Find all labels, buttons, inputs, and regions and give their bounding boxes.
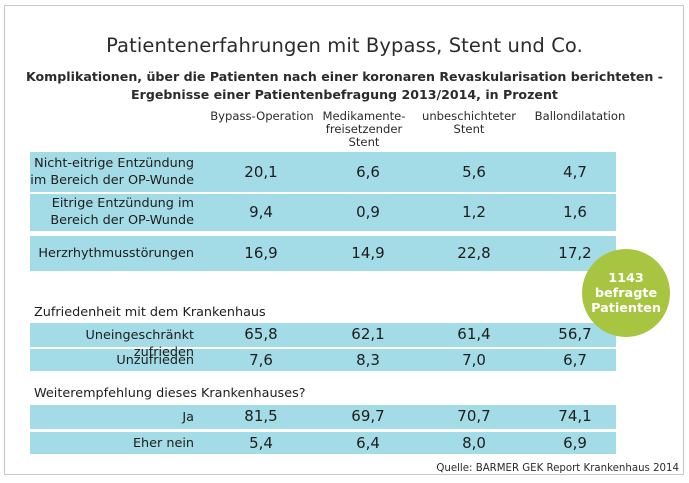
cell-value: 56,7 [558, 325, 592, 343]
cell-value: 7,0 [462, 351, 486, 369]
cell-value: 65,8 [244, 325, 278, 343]
row-band [30, 194, 616, 231]
cell-value: 6,4 [356, 434, 380, 452]
cell-value: 22,8 [457, 244, 491, 262]
row-label-line: Eitrige Entzündung im [51, 196, 194, 211]
cell-value: 20,1 [244, 163, 278, 181]
cell-value: 8,3 [356, 351, 380, 369]
cell-value: 17,2 [558, 244, 592, 262]
cell-value: 1,2 [462, 203, 486, 221]
cell-value: 6,9 [563, 434, 587, 452]
cell-value: 7,6 [249, 351, 273, 369]
cell-value: 61,4 [457, 325, 491, 343]
column-header-drug-eluting-stent: Medikamente- freisetzender Stent [314, 110, 414, 149]
cell-value: 5,6 [462, 163, 486, 181]
row-label-yes: Ja [30, 409, 194, 426]
row-band [30, 349, 616, 371]
chart-subtitle-line-1: Komplikationen, über die Patienten nach … [25, 69, 664, 84]
cell-value: 6,7 [563, 351, 587, 369]
column-header-balloon: Ballondilatation [520, 110, 640, 123]
row-label-line: Unzufrieden [116, 353, 194, 368]
row-label-line: Uneingeschränkt zufrieden [85, 328, 194, 360]
chart-title: Patientenerfahrungen mit Bypass, Stent u… [106, 34, 583, 57]
row-label-line: Eher nein [132, 436, 194, 451]
cell-value: 14,9 [351, 244, 385, 262]
row-label-line: Bereich der OP-Wunde [50, 213, 194, 228]
cell-value: 81,5 [244, 407, 278, 425]
row-band [30, 432, 616, 454]
row-label-line: im Bereich der OP-Wunde [30, 173, 194, 188]
column-header-line: Ballondilatation [534, 109, 626, 123]
cell-value: 8,0 [462, 434, 486, 452]
row-label-rather-no: Eher nein [30, 435, 194, 452]
row-band [30, 323, 616, 347]
row-label-fully-satisfied: Uneingeschränkt zufrieden [30, 327, 194, 361]
badge-line: 1143 [608, 270, 644, 286]
column-header-line: Stent [348, 135, 380, 149]
cell-value: 0,9 [356, 203, 380, 221]
row-band [30, 405, 616, 429]
respondent-count-badge: 1143 befragte Patienten [582, 249, 670, 337]
cell-value: 6,6 [356, 163, 380, 181]
column-header-line: Stent [453, 122, 485, 136]
row-label-line: Herzrhythmusstörungen [38, 246, 194, 261]
cell-value: 1,6 [563, 203, 587, 221]
cell-value: 62,1 [351, 325, 385, 343]
column-header-bypass: Bypass-Operation [200, 110, 324, 123]
column-header-line: unbeschichteter [421, 109, 517, 123]
row-label-dissatisfied: Unzufrieden [30, 352, 194, 369]
section-heading-satisfaction: Zufriedenheit mit dem Krankenhaus [34, 305, 266, 320]
row-label-line: Nicht-eitrige Entzündung [34, 156, 194, 171]
cell-value: 4,7 [563, 163, 587, 181]
column-header-line: Medikamente- [322, 109, 406, 123]
cell-value: 70,7 [457, 407, 491, 425]
column-header-line: Bypass-Operation [210, 109, 314, 123]
column-header-bare-metal-stent: unbeschichteter Stent [414, 110, 524, 136]
cell-value: 69,7 [351, 407, 385, 425]
row-label-arrhythmia: Herzrhythmusstörungen [30, 245, 194, 262]
row-band [30, 236, 616, 271]
chart-frame [4, 5, 684, 475]
row-label-purulent-infection: Eitrige Entzündung im Bereich der OP-Wun… [30, 195, 194, 229]
chart-subtitle-line-2: Ergebnisse einer Patientenbefragung 2013… [131, 87, 558, 102]
cell-value: 5,4 [249, 434, 273, 452]
cell-value: 9,4 [249, 203, 273, 221]
cell-value: 74,1 [558, 407, 592, 425]
cell-value: 16,9 [244, 244, 278, 262]
badge-line: Patienten [591, 300, 661, 316]
source-note: Quelle: BARMER GEK Report Krankenhaus 20… [436, 463, 679, 474]
row-band [30, 152, 616, 192]
badge-line: befragte [594, 285, 658, 301]
section-heading-recommendation: Weiterempfehlung dieses Krankenhauses? [34, 386, 306, 401]
column-header-line: freisetzender [325, 122, 403, 136]
row-label-line: Ja [182, 410, 194, 425]
row-label-nonpurulent-infection: Nicht-eitrige Entzündung im Bereich der … [30, 155, 194, 189]
